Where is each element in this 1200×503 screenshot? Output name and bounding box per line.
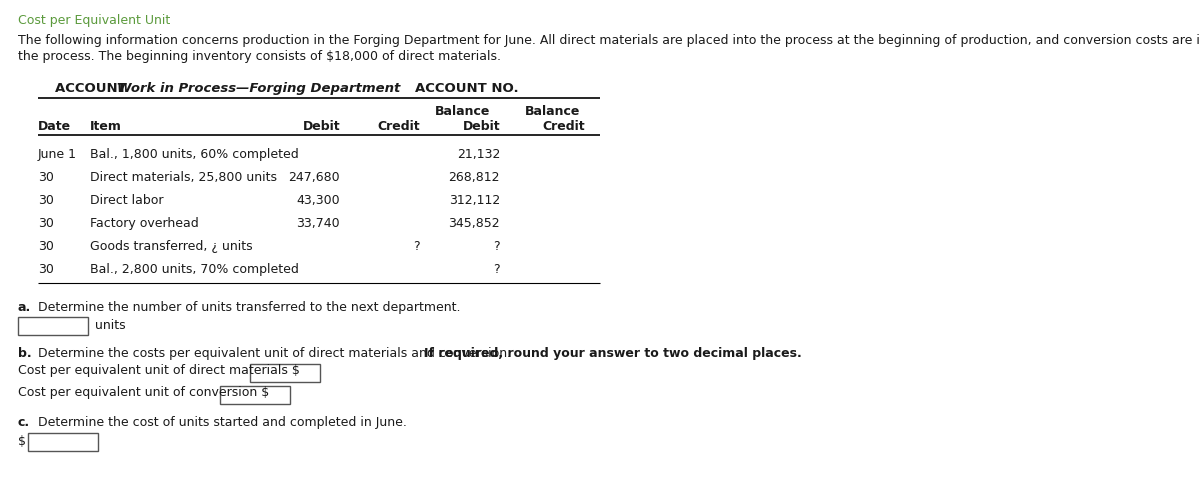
Text: Determine the costs per equivalent unit of direct materials and conversion.: Determine the costs per equivalent unit … <box>30 347 515 360</box>
Text: Credit: Credit <box>542 120 586 133</box>
Bar <box>18 317 88 335</box>
Text: Date: Date <box>38 120 71 133</box>
Text: Cost per Equivalent Unit: Cost per Equivalent Unit <box>18 14 170 27</box>
Text: ACCOUNT NO.: ACCOUNT NO. <box>415 82 518 95</box>
Text: Goods transferred, ¿ units: Goods transferred, ¿ units <box>90 240 253 253</box>
Text: Balance: Balance <box>434 105 490 118</box>
Text: $: $ <box>18 435 26 448</box>
Text: 312,112: 312,112 <box>449 194 500 207</box>
Text: Factory overhead: Factory overhead <box>90 217 199 230</box>
Text: 30: 30 <box>38 240 54 253</box>
Text: 247,680: 247,680 <box>288 171 340 184</box>
Text: ?: ? <box>493 240 500 253</box>
Text: a.: a. <box>18 301 31 314</box>
Text: If required, round your answer to two decimal places.: If required, round your answer to two de… <box>424 347 802 360</box>
Text: 345,852: 345,852 <box>449 217 500 230</box>
Text: ?: ? <box>493 263 500 276</box>
Text: c.: c. <box>18 416 30 429</box>
Text: units: units <box>95 319 126 332</box>
Bar <box>220 386 290 404</box>
Text: Determine the cost of units started and completed in June.: Determine the cost of units started and … <box>30 416 407 429</box>
Text: 21,132: 21,132 <box>457 148 500 161</box>
Text: 30: 30 <box>38 171 54 184</box>
Text: ?: ? <box>413 240 420 253</box>
Text: Determine the number of units transferred to the next department.: Determine the number of units transferre… <box>30 301 461 314</box>
Text: Direct materials, 25,800 units: Direct materials, 25,800 units <box>90 171 277 184</box>
Text: 30: 30 <box>38 263 54 276</box>
Text: June 1: June 1 <box>38 148 77 161</box>
Text: Direct labor: Direct labor <box>90 194 163 207</box>
Text: Work in Process—Forging Department: Work in Process—Forging Department <box>118 82 401 95</box>
Text: Debit: Debit <box>302 120 340 133</box>
Text: Cost per equivalent unit of direct materials $: Cost per equivalent unit of direct mater… <box>18 364 300 377</box>
Text: 33,740: 33,740 <box>296 217 340 230</box>
Text: 43,300: 43,300 <box>296 194 340 207</box>
Text: 268,812: 268,812 <box>449 171 500 184</box>
Text: 30: 30 <box>38 217 54 230</box>
Text: 30: 30 <box>38 194 54 207</box>
Bar <box>28 433 98 451</box>
Text: b.: b. <box>18 347 31 360</box>
Text: Debit: Debit <box>462 120 500 133</box>
Text: Balance: Balance <box>524 105 580 118</box>
Text: Cost per equivalent unit of conversion $: Cost per equivalent unit of conversion $ <box>18 386 269 399</box>
Text: ACCOUNT: ACCOUNT <box>55 82 131 95</box>
Text: Bal., 1,800 units, 60% completed: Bal., 1,800 units, 60% completed <box>90 148 299 161</box>
Bar <box>251 364 320 382</box>
Text: Credit: Credit <box>377 120 420 133</box>
Text: the process. The beginning inventory consists of $18,000 of direct materials.: the process. The beginning inventory con… <box>18 50 502 63</box>
Text: The following information concerns production in the Forging Department for June: The following information concerns produ… <box>18 34 1200 47</box>
Text: Bal., 2,800 units, 70% completed: Bal., 2,800 units, 70% completed <box>90 263 299 276</box>
Text: Item: Item <box>90 120 122 133</box>
